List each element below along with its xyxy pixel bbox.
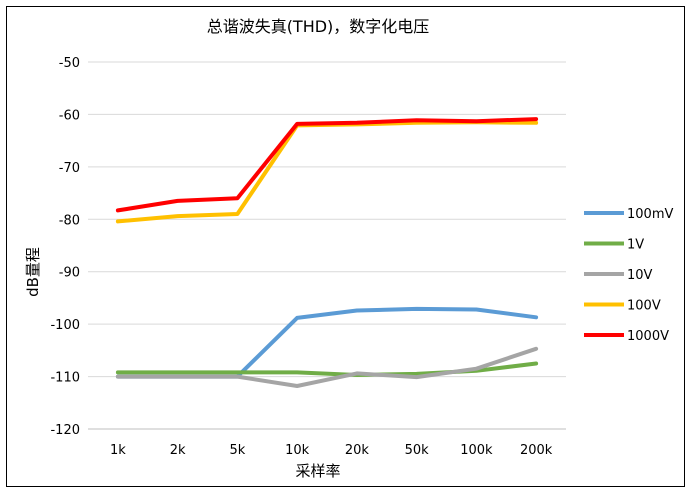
x-tick-label: 20k xyxy=(345,443,370,458)
chart-title: 总谐波失真(THD)，数字化电压 xyxy=(207,17,430,36)
x-axis-title: 采样率 xyxy=(295,462,340,480)
legend-label: 100mV xyxy=(627,207,673,222)
x-tick-label: 50k xyxy=(405,443,430,458)
y-tick-label: -80 xyxy=(59,213,80,228)
x-axis-ticks: 1k 2k 5k 10k 20k 50k 100k 200k xyxy=(110,443,553,458)
x-tick-label: 5k xyxy=(229,443,245,458)
y-tick-label: -60 xyxy=(59,108,80,123)
series-line-100v xyxy=(115,120,539,224)
y-tick-label: -100 xyxy=(50,318,80,333)
y-tick-label: -120 xyxy=(50,423,80,438)
x-tick-label: 100k xyxy=(460,443,493,458)
legend: 100mV 1V 10V 100V 1000V xyxy=(584,207,673,344)
y-axis-title: dB量程 xyxy=(24,247,42,297)
y-tick-label: -70 xyxy=(59,161,80,176)
gridlines xyxy=(88,61,566,430)
x-tick-label: 10k xyxy=(285,443,310,458)
legend-label: 100V xyxy=(627,299,661,314)
legend-label: 1V xyxy=(627,238,644,253)
y-tick-label: -110 xyxy=(50,371,80,386)
y-tick-label: -90 xyxy=(59,266,80,281)
x-tick-label: 2k xyxy=(170,443,186,458)
legend-label: 10V xyxy=(627,268,653,283)
chart-frame xyxy=(6,6,685,487)
series-lines xyxy=(115,117,539,388)
legend-label: 1000V xyxy=(627,329,669,344)
series-line-100mv xyxy=(115,306,539,379)
series-line-10v xyxy=(115,346,539,388)
series-line-1000v xyxy=(115,117,539,213)
y-axis-ticks: -50 -60 -70 -80 -90 -100 -110 -120 xyxy=(50,56,80,438)
x-tick-label: 200k xyxy=(520,443,553,458)
x-tick-label: 1k xyxy=(110,443,126,458)
y-tick-label: -50 xyxy=(59,56,80,71)
